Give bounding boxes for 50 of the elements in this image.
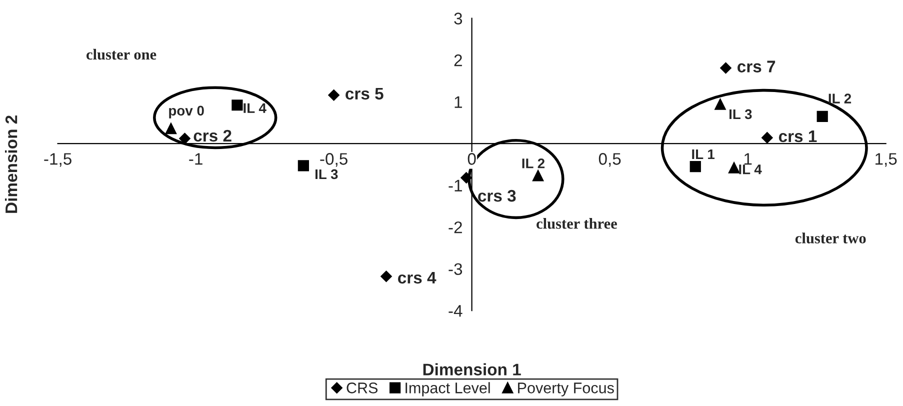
point (728, 162, 740, 174)
annotation: pov 0 (169, 106, 204, 118)
annotation: IL 4 (244, 103, 266, 113)
y-tick-label: -3 (448, 263, 462, 276)
x-tick-label: 0 (468, 153, 476, 165)
y-tick-label: -4 (448, 305, 462, 317)
x-tick-label: -1 (189, 153, 202, 165)
x-tick-label: -0,5 (320, 153, 348, 167)
point (532, 170, 544, 182)
annotation: IL 3 (315, 169, 338, 180)
point (690, 160, 701, 172)
point (232, 100, 243, 111)
legend-label: Impact Level (406, 382, 490, 396)
annotation: IL 2 (828, 94, 852, 104)
x-axis-title: Dimension 1 (423, 363, 521, 376)
y-axis-title: Dimension 2 (4, 116, 18, 213)
x-tick-label: 1,5 (876, 153, 897, 167)
annotation: IL 4 (739, 164, 762, 174)
point (816, 110, 828, 122)
annotation: cluster one (86, 48, 156, 60)
annotation: crs 4 (398, 272, 436, 284)
y-tick-label: -2 (448, 221, 462, 234)
point (179, 132, 190, 144)
annotation: crs 7 (738, 60, 776, 72)
y-tick-label: 2 (454, 54, 462, 66)
annotation: IL 3 (729, 109, 752, 120)
annotation: crs 5 (346, 88, 384, 100)
annotation: crs 2 (194, 130, 232, 142)
point (720, 62, 732, 74)
y-tick-label: 3 (454, 12, 462, 24)
annotation: IL 1 (692, 149, 715, 159)
point (714, 98, 726, 110)
point (328, 90, 340, 101)
y-tick-label: 1 (454, 96, 462, 108)
legend-label: Poverty Focus (518, 382, 614, 396)
point (460, 172, 472, 184)
y-tick-label: -1 (448, 180, 462, 192)
x-tick-label: 0,5 (598, 153, 621, 167)
annotation: IL 2 (522, 158, 545, 168)
point (298, 160, 310, 172)
point (165, 122, 177, 134)
x-tick-label: -1,5 (44, 153, 72, 167)
annotation: cluster two (795, 232, 866, 244)
annotation: crs 1 (778, 130, 817, 142)
annotation: cluster three (536, 218, 617, 229)
legend-label: CRS (346, 382, 378, 394)
annotation: crs 3 (478, 190, 516, 202)
x-tick-label: 1 (744, 153, 752, 165)
point (380, 270, 392, 282)
point (762, 132, 773, 144)
